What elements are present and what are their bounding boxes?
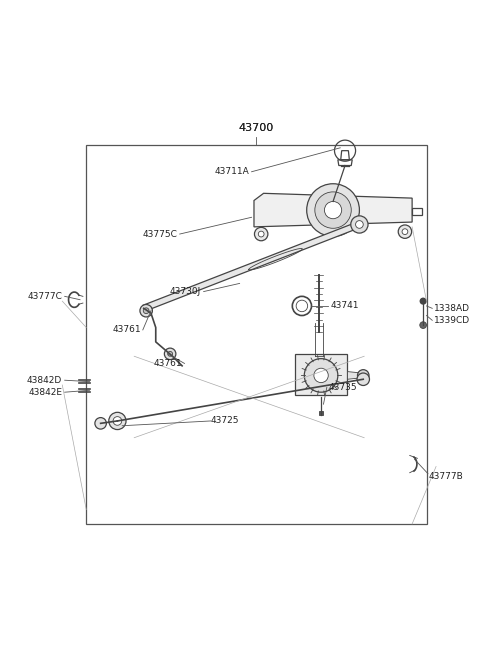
Bar bbox=[295, 354, 348, 394]
Bar bbox=[319, 411, 324, 415]
Text: 43777C: 43777C bbox=[27, 292, 62, 301]
Circle shape bbox=[315, 192, 351, 229]
Circle shape bbox=[254, 227, 268, 241]
Circle shape bbox=[420, 298, 426, 304]
Text: 43775C: 43775C bbox=[143, 229, 177, 238]
Circle shape bbox=[402, 229, 408, 234]
Text: 1338AD: 1338AD bbox=[434, 304, 470, 313]
Text: 43700: 43700 bbox=[239, 123, 274, 134]
Text: 43735: 43735 bbox=[328, 383, 357, 392]
Text: 43741: 43741 bbox=[331, 301, 359, 310]
Circle shape bbox=[140, 305, 152, 317]
Text: 43725: 43725 bbox=[211, 417, 240, 426]
Text: 43842D: 43842D bbox=[27, 376, 62, 384]
Circle shape bbox=[398, 225, 412, 238]
Text: 43700: 43700 bbox=[239, 123, 274, 134]
Text: 43761: 43761 bbox=[154, 359, 182, 368]
Polygon shape bbox=[143, 221, 360, 311]
Circle shape bbox=[164, 348, 176, 360]
Circle shape bbox=[358, 369, 369, 381]
Circle shape bbox=[356, 221, 363, 229]
Circle shape bbox=[357, 373, 370, 386]
Circle shape bbox=[324, 202, 342, 219]
Text: 43730J: 43730J bbox=[170, 287, 201, 296]
Circle shape bbox=[351, 216, 368, 233]
Text: 1339CD: 1339CD bbox=[434, 316, 470, 325]
Circle shape bbox=[420, 322, 427, 328]
Text: 43761: 43761 bbox=[113, 326, 142, 335]
Circle shape bbox=[258, 231, 264, 237]
Circle shape bbox=[307, 184, 360, 236]
Circle shape bbox=[304, 359, 338, 392]
Text: 43842E: 43842E bbox=[28, 388, 62, 397]
Polygon shape bbox=[254, 193, 412, 227]
Circle shape bbox=[144, 308, 149, 314]
Circle shape bbox=[95, 418, 107, 429]
Circle shape bbox=[113, 417, 122, 425]
Circle shape bbox=[109, 412, 126, 430]
Circle shape bbox=[168, 352, 172, 356]
Circle shape bbox=[314, 368, 328, 383]
Text: 43711A: 43711A bbox=[215, 167, 249, 176]
Text: 43777B: 43777B bbox=[429, 472, 464, 481]
Polygon shape bbox=[348, 371, 362, 379]
